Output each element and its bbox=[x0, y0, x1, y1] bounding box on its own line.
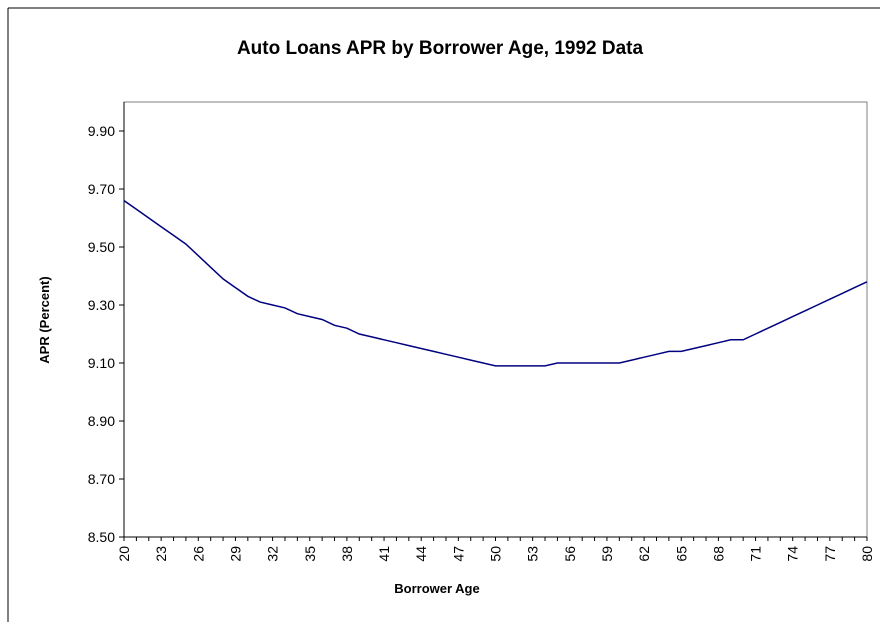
x-axis-ticks: 20 23 26 29 32 35 38 41 44 47 50 53 56 59 62 65 68 71 74 77… bbox=[116, 537, 875, 562]
x-tick-label: 35 bbox=[302, 546, 318, 562]
y-axis-label: APR (Percent) bbox=[37, 276, 52, 363]
y-tick-label: 9.90 bbox=[88, 123, 115, 139]
x-tick-label: 50 bbox=[488, 546, 504, 562]
series-line bbox=[123, 199, 868, 367]
x-tick-label: 56 bbox=[562, 546, 578, 562]
x-tick-label: 41 bbox=[376, 546, 392, 562]
x-tick-label: 71 bbox=[748, 546, 764, 562]
chart-title: Auto Loans APR by Borrower Age, 1992 Dat… bbox=[237, 38, 644, 59]
y-tick-label: 9.30 bbox=[88, 297, 115, 313]
x-tick-label: 38 bbox=[339, 546, 355, 562]
plot-area bbox=[123, 101, 868, 538]
x-tick-label: 53 bbox=[525, 546, 541, 562]
y-tick-label: 9.70 bbox=[88, 181, 115, 197]
y-tick-label: 9.10 bbox=[88, 355, 115, 371]
y-tick-label: 8.70 bbox=[88, 471, 115, 487]
x-tick-label: 62 bbox=[636, 546, 652, 562]
x-tick-label: 26 bbox=[190, 546, 206, 562]
x-tick-label: 44 bbox=[413, 546, 429, 562]
y-tick-label: 9.50 bbox=[88, 239, 115, 255]
x-axis-label: Borrower Age bbox=[394, 581, 479, 596]
x-tick-label: 80 bbox=[859, 546, 875, 562]
x-tick-label: 77 bbox=[822, 546, 838, 562]
y-tick-label: 8.90 bbox=[88, 413, 115, 429]
x-tick-label: 20 bbox=[116, 546, 132, 562]
x-tick-label: 23 bbox=[153, 546, 169, 562]
x-tick-label: 65 bbox=[673, 546, 689, 562]
x-tick-label: 47 bbox=[450, 546, 466, 562]
y-axis-ticks: 8.50 8.70 8.90 9.10 9.30 9.50 9.70 9.90 bbox=[88, 123, 124, 545]
x-tick-label: 74 bbox=[785, 546, 801, 562]
x-tick-label: 29 bbox=[227, 546, 243, 562]
x-tick-label: 32 bbox=[265, 546, 281, 562]
x-tick-label: 68 bbox=[710, 546, 726, 562]
y-tick-label: 8.50 bbox=[88, 529, 115, 545]
x-tick-label: 59 bbox=[599, 546, 615, 562]
